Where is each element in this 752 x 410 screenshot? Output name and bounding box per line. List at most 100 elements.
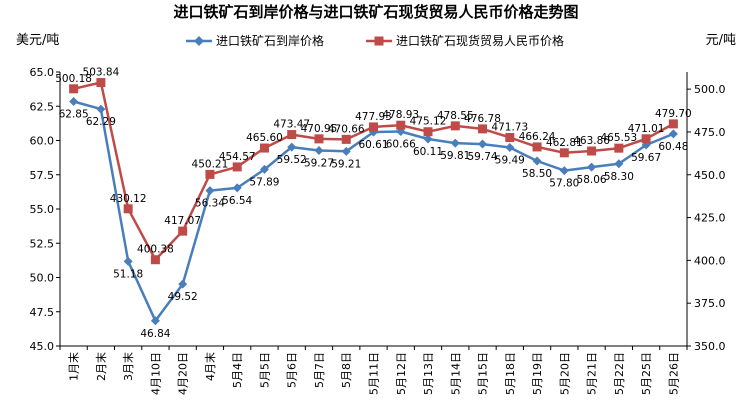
data-label: 56.34 — [195, 198, 225, 210]
data-point-rmb — [587, 146, 597, 156]
data-point-rmb — [505, 133, 515, 143]
data-label: 59.27 — [304, 158, 334, 170]
data-label: 57.89 — [249, 176, 279, 188]
data-label: 59.67 — [631, 152, 661, 164]
data-point-rmb — [205, 169, 215, 179]
data-point-rmb — [478, 124, 488, 134]
legend-label-rmb: 进口铁矿石现货贸易人民币价格 — [396, 33, 564, 48]
data-label: 51.18 — [113, 268, 143, 280]
data-label: 59.52 — [277, 154, 307, 166]
legend: 进口铁矿石到岸价格 进口铁矿石现货贸易人民币价格 — [186, 33, 564, 48]
data-point-rmb — [450, 121, 460, 131]
data-label: 470.95 — [301, 123, 338, 135]
series-markers — [69, 78, 678, 326]
right-tick-label: 500.0 — [694, 83, 726, 96]
data-point-cif — [150, 316, 160, 326]
data-point-cif — [423, 134, 433, 144]
data-label: 476.78 — [464, 113, 501, 125]
right-tick-label: 400.0 — [694, 254, 726, 267]
left-tick-label: 60.0 — [30, 135, 55, 148]
x-tick-label: 5月26日 — [667, 352, 680, 395]
x-tick-label: 5月19日 — [531, 352, 544, 395]
data-label: 430.12 — [110, 193, 147, 205]
data-point-rmb — [614, 143, 624, 153]
left-tick-label: 50.0 — [30, 272, 55, 285]
data-label: 466.24 — [519, 131, 556, 143]
data-label: 465.60 — [246, 132, 283, 144]
x-tick-label: 5月7日 — [313, 352, 326, 388]
data-point-cif — [259, 164, 269, 174]
right-tick-label: 450.0 — [694, 169, 726, 182]
data-point-rmb — [532, 142, 542, 152]
x-tick-label: 5月15日 — [477, 352, 490, 395]
data-label: 470.66 — [328, 123, 365, 135]
data-point-cif — [178, 279, 188, 289]
data-label: 59.49 — [495, 154, 525, 166]
data-point-rmb — [668, 119, 678, 129]
data-label: 463.86 — [573, 135, 610, 147]
left-axis-unit: 美元/吨 — [16, 33, 59, 48]
left-tick-label: 55.0 — [30, 203, 55, 216]
x-tick-label: 5月11日 — [368, 352, 381, 395]
x-tick-label: 5月21日 — [586, 352, 599, 395]
data-point-rmb — [178, 226, 188, 236]
data-label: 478.55 — [437, 110, 474, 122]
series-line-2 — [73, 81, 674, 261]
data-point-cif — [505, 142, 515, 152]
x-tick-label: 5月25日 — [640, 352, 653, 395]
data-label: 49.52 — [168, 291, 198, 303]
data-label: 471.01 — [628, 123, 665, 135]
data-label: 62.29 — [86, 116, 116, 128]
data-point-cif — [587, 162, 597, 172]
x-tick-label: 5月5日 — [258, 352, 271, 388]
data-label: 59.74 — [468, 151, 498, 163]
x-tick-label: 5月8日 — [340, 352, 353, 388]
legend-label-cif: 进口铁矿石到岸价格 — [216, 33, 324, 48]
data-point-cif — [69, 96, 79, 106]
data-point-rmb — [232, 162, 242, 172]
data-point-cif — [232, 183, 242, 193]
left-tick-label: 57.5 — [30, 169, 55, 182]
data-point-cif — [341, 146, 351, 156]
data-label: 59.81 — [440, 150, 470, 162]
axes: 45.0 47.5 50.0 52.5 55.0 57.5 60.0 62.5 65.0 350.… — [30, 66, 726, 395]
data-label: 60.66 — [386, 138, 416, 150]
x-tick-label: 5月14日 — [449, 352, 462, 395]
right-tick-label: 375.0 — [694, 297, 726, 310]
x-tick-label: 4月末 — [203, 352, 217, 381]
data-point-cif — [668, 129, 678, 139]
left-tick-label: 52.5 — [30, 237, 55, 250]
data-point-rmb — [96, 78, 106, 88]
data-point-cif — [559, 166, 569, 176]
data-label: 454.57 — [219, 151, 256, 163]
data-point-rmb — [150, 255, 160, 265]
x-tick-label: 5月22日 — [613, 352, 626, 395]
data-label: 59.21 — [331, 158, 361, 170]
data-point-rmb — [423, 127, 433, 137]
data-point-cif — [314, 146, 324, 156]
data-point-rmb — [314, 134, 324, 144]
right-tick-label: 350.0 — [694, 340, 726, 353]
legend-entry-rmb: 进口铁矿石现货贸易人民币价格 — [366, 33, 564, 48]
data-label: 62.85 — [59, 108, 89, 120]
legend-square-icon — [374, 36, 384, 46]
data-label: 60.61 — [358, 139, 388, 151]
data-label: 58.50 — [522, 168, 552, 180]
data-point-rmb — [369, 122, 378, 132]
x-tick-label: 3月末 — [121, 352, 135, 381]
data-point-cif — [614, 159, 624, 169]
data-label: 462.81 — [546, 137, 583, 149]
data-point-cif — [287, 142, 297, 152]
data-label: 46.84 — [140, 328, 170, 340]
data-label: 465.53 — [600, 132, 637, 144]
data-point-rmb — [341, 134, 351, 144]
data-label: 473.47 — [273, 119, 310, 131]
data-label: 58.06 — [577, 174, 607, 186]
data-label: 477.93 — [355, 111, 392, 123]
data-label: 503.84 — [83, 67, 120, 79]
x-tick-label: 4月20日 — [177, 352, 190, 395]
data-point-rmb — [69, 84, 79, 94]
x-tick-label: 5月13日 — [422, 352, 435, 395]
